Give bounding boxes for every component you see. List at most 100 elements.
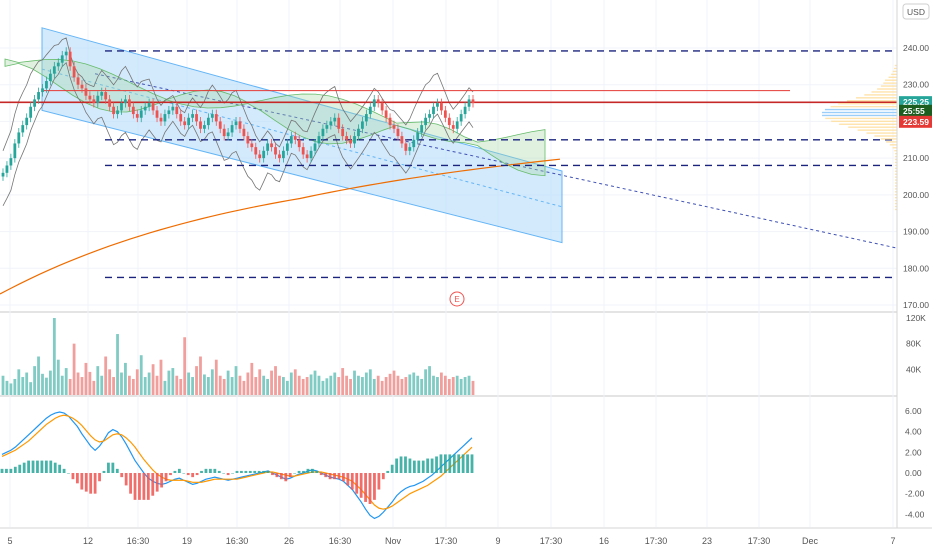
candle-body (116, 110, 119, 115)
volume-profile-bar (883, 82, 897, 84)
macd-histogram-bar (146, 473, 150, 500)
macd-histogram-bar (288, 473, 292, 478)
candle-body (400, 136, 404, 144)
volume-bar (104, 356, 108, 395)
volume-bar (447, 378, 451, 395)
macd-histogram-bar (284, 473, 288, 482)
volume-bar (151, 364, 155, 395)
candle-body (428, 114, 431, 118)
candle-body (412, 139, 416, 148)
candle-body (104, 92, 108, 100)
volume-profile-bar (895, 199, 897, 202)
volume-bar (428, 366, 431, 395)
macd-histogram-bar (204, 468, 208, 473)
macd-histogram-bar (27, 460, 31, 473)
candlestick-series (1, 47, 475, 181)
candle-body (84, 88, 88, 96)
macd-tick-label: 2.00 (905, 447, 922, 457)
candle-body (29, 106, 33, 118)
candle-body (254, 147, 258, 155)
candle-body (60, 55, 64, 63)
candle-body (108, 99, 112, 107)
volume-profile-bar (866, 132, 897, 134)
candle-body (467, 99, 471, 107)
candle-body (368, 106, 372, 115)
candle-body (384, 110, 388, 118)
volume-profile-bar (886, 141, 897, 143)
volume-profile-bar (846, 100, 897, 102)
macd-histogram-bar (62, 468, 66, 473)
time-axis-label: 16:30 (127, 536, 150, 546)
macd-indicator (0, 411, 474, 520)
price-axis[interactable]: 240.00230.00220.00210.00200.00190.00180.… (896, 0, 932, 528)
volume-profile-bar (895, 173, 897, 175)
candle-body (297, 139, 301, 148)
volume-bar (234, 366, 238, 395)
macd-histogram-bar (200, 470, 203, 473)
candle-body (305, 154, 309, 159)
volume-bar (135, 369, 139, 395)
volume-profile-bar (889, 144, 897, 146)
macd-histogram-bar (102, 470, 106, 473)
candle-body (353, 136, 356, 144)
volume-bar (285, 380, 289, 395)
macd-histogram-bar (191, 473, 195, 478)
macd-histogram-bar (151, 473, 155, 496)
time-axis[interactable]: 5 12 16:30 19 16:30 26 16:30 Nov 17:30 9 17:30 16 17… (0, 527, 932, 546)
volume-bar (167, 370, 171, 395)
macd-histogram-bar (368, 473, 372, 504)
candle-body (214, 114, 218, 122)
candle-body (250, 143, 254, 148)
time-axis-label: 19 (182, 536, 192, 546)
volume-profile-bar (894, 150, 897, 152)
candle-body (471, 99, 475, 104)
currency-badge[interactable]: USD (902, 3, 930, 20)
macd-histogram-bar (412, 460, 416, 473)
macd-histogram-bar (129, 473, 132, 494)
time-axis-label: 23 (702, 536, 712, 546)
macd-histogram-bar (324, 473, 328, 478)
volume-tick-label: 120K (906, 313, 926, 323)
candle-body (183, 121, 187, 126)
volume-bar (80, 377, 84, 395)
candle-body (416, 132, 420, 140)
volume-profile-bar (892, 70, 897, 73)
volume-profile-bar (895, 208, 897, 211)
volume-profile-bar (895, 170, 897, 172)
candle-body (203, 125, 206, 129)
volume-bar (242, 380, 246, 395)
candle-body (341, 128, 345, 137)
price-tag-background (899, 104, 932, 117)
volume-bar (64, 368, 68, 395)
volume-bar (400, 378, 404, 395)
candle-body (127, 99, 131, 107)
candle-body (321, 128, 325, 137)
candle-body (52, 66, 56, 74)
currency-label: USD (907, 7, 925, 17)
candle-body (238, 121, 242, 129)
earnings-marker[interactable]: E (449, 291, 465, 307)
candle-body (195, 114, 198, 122)
candle-body (163, 114, 167, 122)
macd-histogram-bar (355, 473, 359, 494)
candle-body (210, 114, 214, 118)
candle-body (48, 73, 52, 82)
candle-body (56, 62, 60, 67)
macd-histogram-bar (248, 470, 252, 473)
macd-histogram-bar (169, 473, 172, 476)
candle-body (440, 103, 443, 111)
volume-profile (821, 64, 897, 211)
volume-bar (191, 377, 194, 395)
candle-body (447, 117, 451, 126)
volume-bar (238, 375, 242, 395)
candle-body (266, 143, 270, 151)
macd-histogram-bar (359, 473, 363, 498)
macd-histogram-bar (195, 473, 199, 476)
volume-bar (471, 380, 475, 395)
macd-histogram-bar (315, 470, 319, 473)
macd-histogram-bar (231, 473, 234, 474)
candle-body (120, 103, 123, 111)
volume-profile-bar (881, 85, 897, 87)
macd-tick-label: 4.00 (905, 427, 922, 437)
